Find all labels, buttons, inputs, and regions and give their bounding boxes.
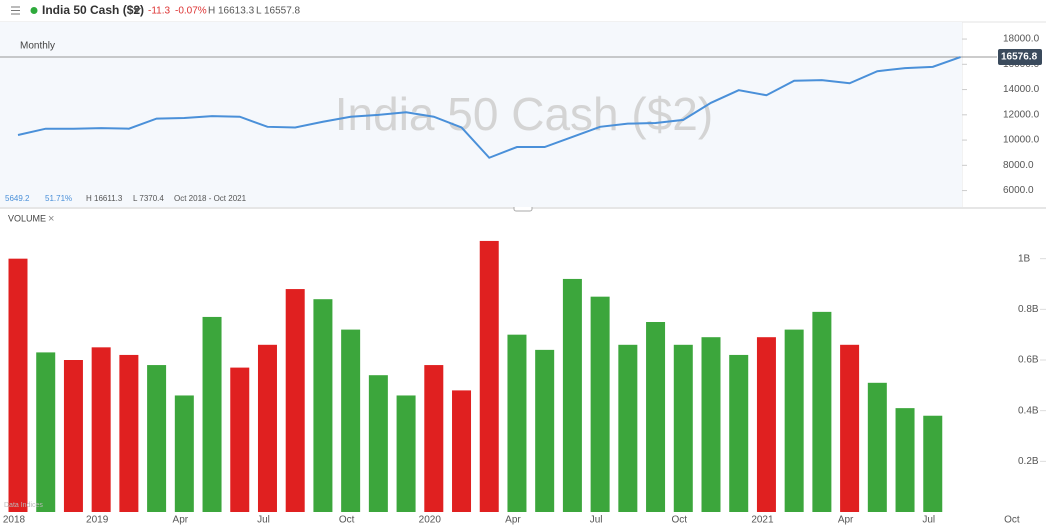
stat: Oct 2018 - Oct 2021 [174,194,247,203]
toolbar [0,0,1046,22]
x-tick-label: Oct [1004,515,1020,526]
x-tick-label: 2020 [419,515,442,526]
x-tick-label: Jul [590,515,603,526]
volume-bar [147,365,167,512]
volume-bar [618,344,638,512]
y-tick-label: 6000.0 [1003,185,1034,196]
y-tick-label: 8000.0 [1003,160,1034,171]
interval-label: Monthly [20,41,55,52]
instrument-title[interactable]: India 50 Cash ($2) [42,3,144,17]
volume-bar [535,349,555,512]
volume-bar [729,354,749,512]
y-tick-label: 0.8B [1018,304,1039,315]
volume-bar [479,240,499,512]
volume-bar [756,337,776,512]
stat: 5649.2 [5,194,30,203]
volume-bar [313,299,333,512]
volume-bar [424,365,444,512]
high: H 16613.3 [208,6,255,17]
watermark: India 50 Cash ($2) [335,88,713,140]
low: L 16557.8 [256,6,301,17]
volume-bar [452,390,472,512]
volume-bar [341,329,361,512]
volume-bar [812,311,832,512]
volume-bar [923,415,943,512]
volume-bar [8,258,28,512]
volume-bar [63,360,83,512]
volume-bar [562,278,582,512]
volume-bar [396,395,416,512]
x-tick-label: Jul [922,515,935,526]
x-tick-label: Apr [173,515,189,526]
volume-bar [673,344,693,512]
volume-bar [895,408,915,512]
y-tick-label: 0.2B [1018,456,1039,467]
volume-bar [202,316,222,512]
volume-bar [368,375,388,512]
volume-bar [285,289,305,512]
volume-bar [230,367,250,512]
y-tick-label: 14000.0 [1003,84,1040,95]
volume-bar [646,322,666,512]
volume-bar [257,344,277,512]
volume-bar [36,352,56,512]
footnote: Data Indices [4,502,43,509]
x-tick-label: Oct [671,515,687,526]
volume-bar [91,347,111,512]
stat: 51.71% [45,194,72,203]
volume-bar [590,296,610,512]
menu-icon[interactable] [11,6,20,15]
volume-bar [174,395,194,512]
stat: L 7370.4 [133,194,164,203]
volume-bar [507,334,527,512]
y-tick-label: 1B [1018,253,1031,264]
change: -11.3 [148,6,170,17]
change-pct: -0.07% [175,6,207,17]
y-tick-label: 12000.0 [1003,109,1040,120]
stat: H 16611.3 [86,194,123,203]
price-tag [998,49,1042,66]
y-tick-label: 18000.0 [1003,34,1040,45]
x-tick-label: Jul [257,515,270,526]
y-tick-label: 0.4B [1018,405,1039,416]
y-tick-label: 10000.0 [1003,135,1040,146]
volume-bar [119,354,139,512]
x-tick-label: 2019 [86,515,109,526]
x-tick-label: 2018 [3,515,26,526]
volume-bar [867,382,887,512]
volume-bar [701,337,721,512]
panel-close[interactable]: × [48,213,54,225]
volume-bar [784,329,804,512]
x-tick-label: 2021 [751,515,774,526]
panel-title: VOLUME [8,213,46,223]
price-tag-label: 16576.8 [1001,52,1038,63]
plot-background [0,22,962,207]
x-tick-label: Apr [505,515,521,526]
x-tick-label: Apr [838,515,854,526]
dropdown-arrow[interactable] [133,8,141,13]
x-tick-label: Oct [339,515,355,526]
price-line [17,56,961,159]
status-dot [30,7,38,14]
volume-bar [840,344,860,512]
y-tick-label: 0.6B [1018,355,1039,366]
